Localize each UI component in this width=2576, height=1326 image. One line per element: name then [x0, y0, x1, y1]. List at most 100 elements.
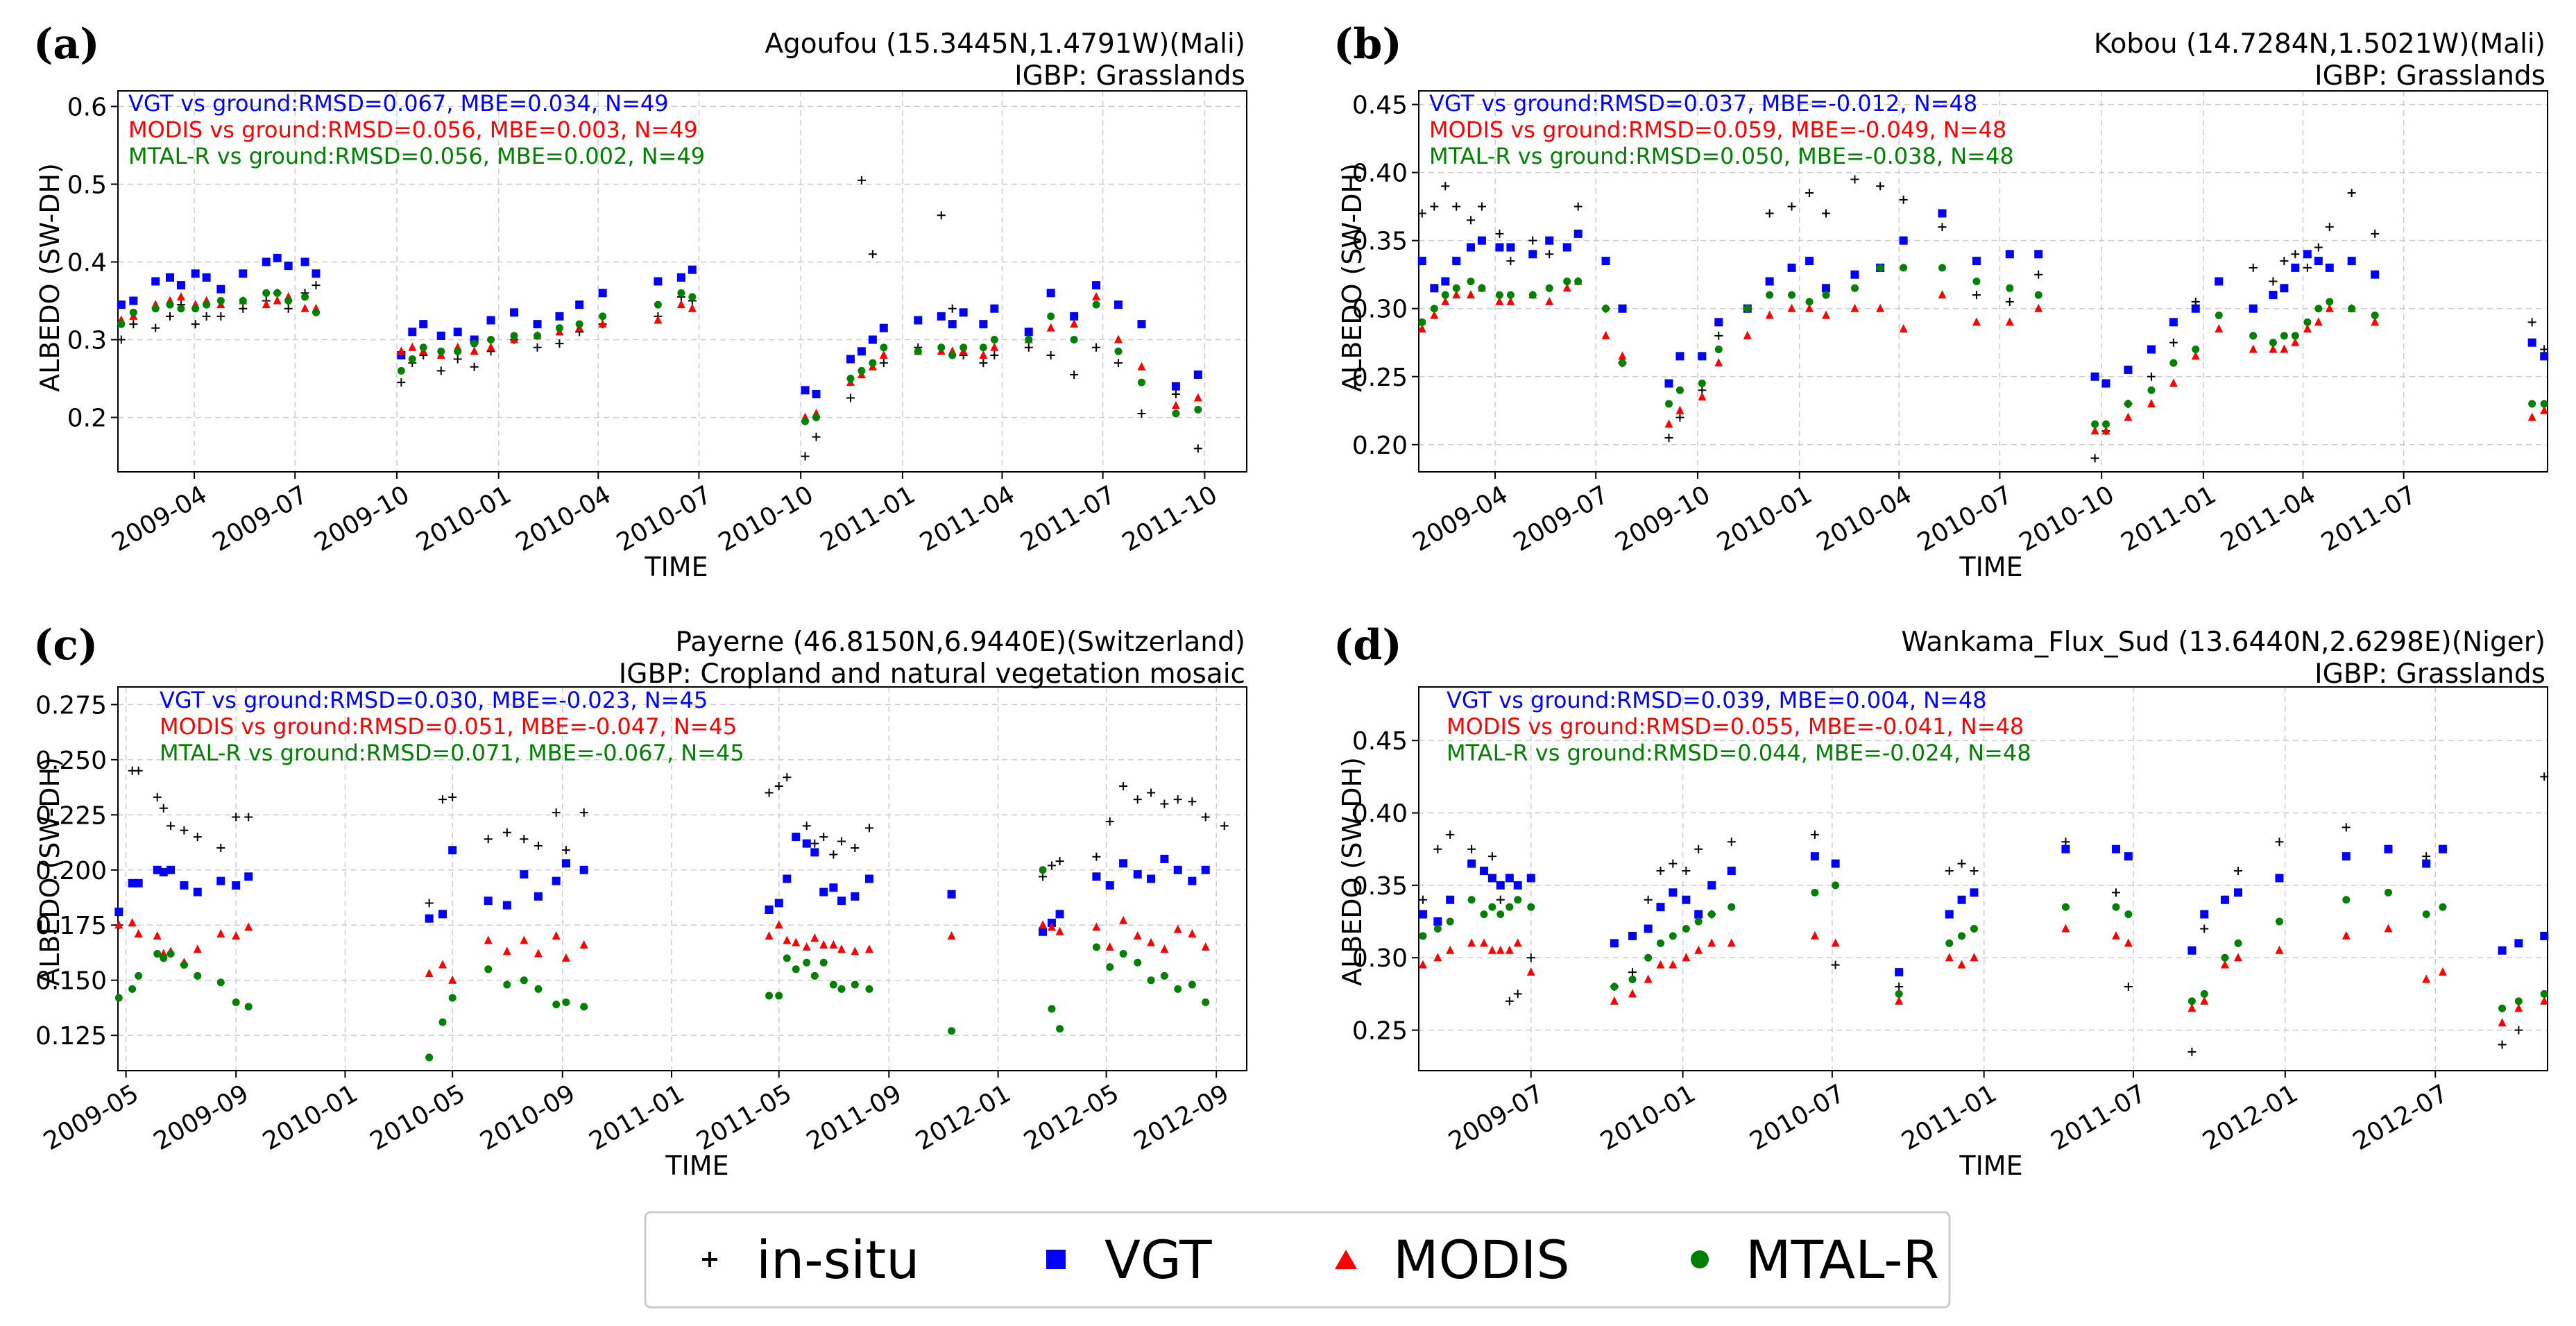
point-insitu-b	[2347, 189, 2356, 198]
point-vgt-c	[864, 874, 873, 883]
point-insitu-d	[1727, 838, 1736, 847]
point-modis-d	[1467, 938, 1476, 947]
point-insitu-d	[2234, 867, 2242, 876]
point-modis-d	[2514, 1003, 2523, 1012]
point-modis-d	[1895, 996, 1904, 1005]
point-mtal-a	[979, 343, 987, 352]
point-vgt-a	[937, 312, 946, 321]
point-mtal-b	[1850, 284, 1859, 292]
chart-title-b: Kobou (14.7284N,1.5021W)(Mali)	[2094, 28, 2545, 60]
legend-item-vgt: VGT	[1046, 1229, 1212, 1291]
point-mtal-c	[552, 1001, 561, 1009]
point-mtal-a	[273, 289, 282, 297]
point-vgt-a	[688, 265, 697, 274]
x-tick-label-d: 2011-07	[2046, 1079, 2151, 1156]
point-mtal-c	[128, 985, 137, 993]
point-insitu-b	[2269, 277, 2278, 286]
point-insitu-c	[837, 837, 846, 846]
point-insitu-b	[1972, 291, 1981, 300]
point-mtal-c	[803, 958, 811, 967]
point-insitu-a	[312, 281, 321, 290]
point-mtal-c	[1039, 866, 1047, 874]
point-modis-b	[1506, 296, 1515, 305]
point-insitu-b	[1899, 195, 1908, 204]
x-tick-label-b: 2010-07	[1913, 480, 2018, 557]
point-mtal-d	[1958, 932, 1966, 940]
point-insitu-a	[948, 304, 957, 313]
point-vgt-b	[2527, 338, 2536, 347]
point-insitu-a	[151, 323, 160, 332]
panel-d: (d) Wankama_Flux_Sud (13.6440N,2.6298E)(…	[1333, 621, 2549, 1181]
point-mtal-a	[408, 355, 416, 364]
point-modis-c	[810, 933, 819, 942]
legend-label-modis: MODIS	[1393, 1229, 1570, 1291]
x-tick-label-a: 2010-07	[612, 480, 717, 557]
x-tick-label-a: 2011-04	[915, 480, 1020, 557]
point-vgt-d	[1970, 888, 1979, 897]
x-tick-label-b: 2011-07	[2317, 480, 2421, 557]
point-mtal-c	[503, 980, 511, 989]
point-modis-b	[2280, 344, 2289, 353]
point-modis-b	[2314, 317, 2323, 326]
point-vgt-d	[1467, 859, 1476, 868]
point-vgt-b	[1452, 257, 1461, 266]
point-modis-b	[2303, 324, 2312, 333]
point-mtal-d	[2221, 953, 2229, 962]
point-insitu-b	[2314, 243, 2323, 252]
point-mtal-d	[1433, 924, 1442, 933]
point-modis-d	[2384, 924, 2393, 933]
point-mtal-b	[1467, 278, 1475, 285]
point-modis-b	[2249, 344, 2258, 353]
point-modis-d	[1513, 938, 1522, 947]
stat-mtal-c: MTAL-R vs ground:RMSD=0.071, MBE=-0.067,…	[160, 740, 744, 766]
point-mtal-c	[1188, 980, 1196, 989]
point-mtal-b	[1743, 305, 1752, 313]
point-modis-c	[1105, 942, 1114, 951]
point-modis-d	[2438, 967, 2447, 976]
point-insitu-d	[1526, 953, 1535, 962]
point-vgt-b	[1477, 236, 1486, 245]
point-insitu-b	[2169, 338, 2178, 347]
panel-b: (b) Kobou (14.7284N,1.5021W)(Mali) IGBP:…	[1333, 20, 2549, 582]
stat-vgt-d: VGT vs ground:RMSD=0.039, MBE=0.004, N=4…	[1447, 687, 1987, 713]
point-insitu-c	[167, 822, 176, 831]
point-insitu-a	[990, 350, 999, 359]
point-vgt-c	[167, 865, 176, 874]
point-mtal-d	[1682, 924, 1690, 933]
point-modis-b	[1441, 296, 1450, 305]
x-tick-label-c: 2012-01	[911, 1079, 1016, 1156]
point-insitu-b	[1545, 250, 1554, 259]
legend-marker-triangle-icon	[1335, 1250, 1357, 1269]
point-vgt-a	[959, 308, 968, 317]
point-insitu-d	[2342, 823, 2351, 832]
point-modis-c	[244, 922, 253, 931]
point-vgt-a	[191, 269, 200, 278]
point-vgt-d	[2438, 844, 2447, 853]
point-modis-b	[2527, 412, 2536, 421]
y-tick-label-b: 0.25	[1352, 364, 1408, 392]
point-mtal-a	[129, 308, 137, 316]
point-vgt-b	[1545, 236, 1554, 245]
point-modis-d	[1628, 989, 1637, 998]
point-insitu-d	[2514, 1026, 2523, 1035]
point-insitu-d	[2540, 772, 2549, 781]
point-modis-d	[2422, 974, 2431, 983]
point-vgt-a	[555, 312, 564, 321]
point-mtal-b	[2034, 291, 2042, 299]
point-modis-b	[2005, 317, 2014, 326]
point-insitu-c	[502, 828, 511, 837]
point-modis-d	[1694, 945, 1703, 954]
point-mtal-c	[135, 971, 143, 980]
point-modis-c	[134, 928, 143, 937]
point-mtal-d	[1669, 932, 1677, 940]
point-vgt-a	[598, 289, 607, 298]
point-insitu-d	[1895, 982, 1904, 991]
point-modis-c	[448, 975, 457, 984]
point-insitu-a	[239, 304, 248, 313]
point-insitu-c	[1092, 852, 1101, 861]
point-insitu-a	[879, 359, 888, 368]
point-mtal-b	[1430, 305, 1438, 313]
x-tick-label-a: 2011-01	[815, 480, 920, 557]
point-modis-d	[2111, 930, 2120, 940]
